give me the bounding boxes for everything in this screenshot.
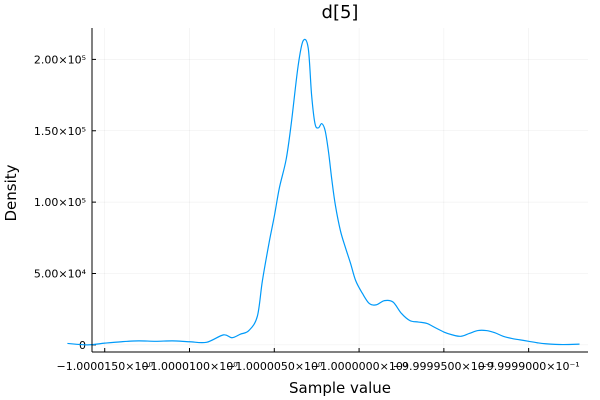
x-axis-label: Sample value bbox=[289, 379, 391, 397]
x-tick-label-2: −1.0000050×10⁰ bbox=[226, 360, 323, 373]
x-tick-label-3: −1.0000000×10⁰ bbox=[311, 360, 408, 373]
y-tick-label-3: 1.50×10⁵ bbox=[34, 125, 86, 138]
y-axis-label: Density bbox=[2, 164, 20, 221]
series-layer bbox=[67, 38, 580, 346]
chart-title: d[5] bbox=[322, 2, 359, 23]
x-tick-label-5: −9.9999000×10⁻¹ bbox=[478, 360, 580, 373]
ticks-layer: −1.0000150×10⁰−1.0000100×10⁰−1.0000050×1… bbox=[34, 53, 580, 373]
y-tick-label-2: 1.00×10⁵ bbox=[34, 196, 86, 209]
series-line-0 bbox=[67, 38, 580, 346]
x-tick-label-1: −1.0000100×10⁰ bbox=[141, 360, 238, 373]
y-tick-label-1: 5.00×10⁴ bbox=[34, 267, 87, 280]
x-tick-label-4: −9.9999500×10⁻¹ bbox=[393, 360, 495, 373]
y-tick-label-4: 2.00×10⁵ bbox=[34, 53, 86, 66]
x-tick-label-0: −1.0000150×10⁰ bbox=[57, 360, 154, 373]
y-tick-label-0: 0 bbox=[79, 339, 86, 352]
grid-layer bbox=[92, 28, 588, 352]
